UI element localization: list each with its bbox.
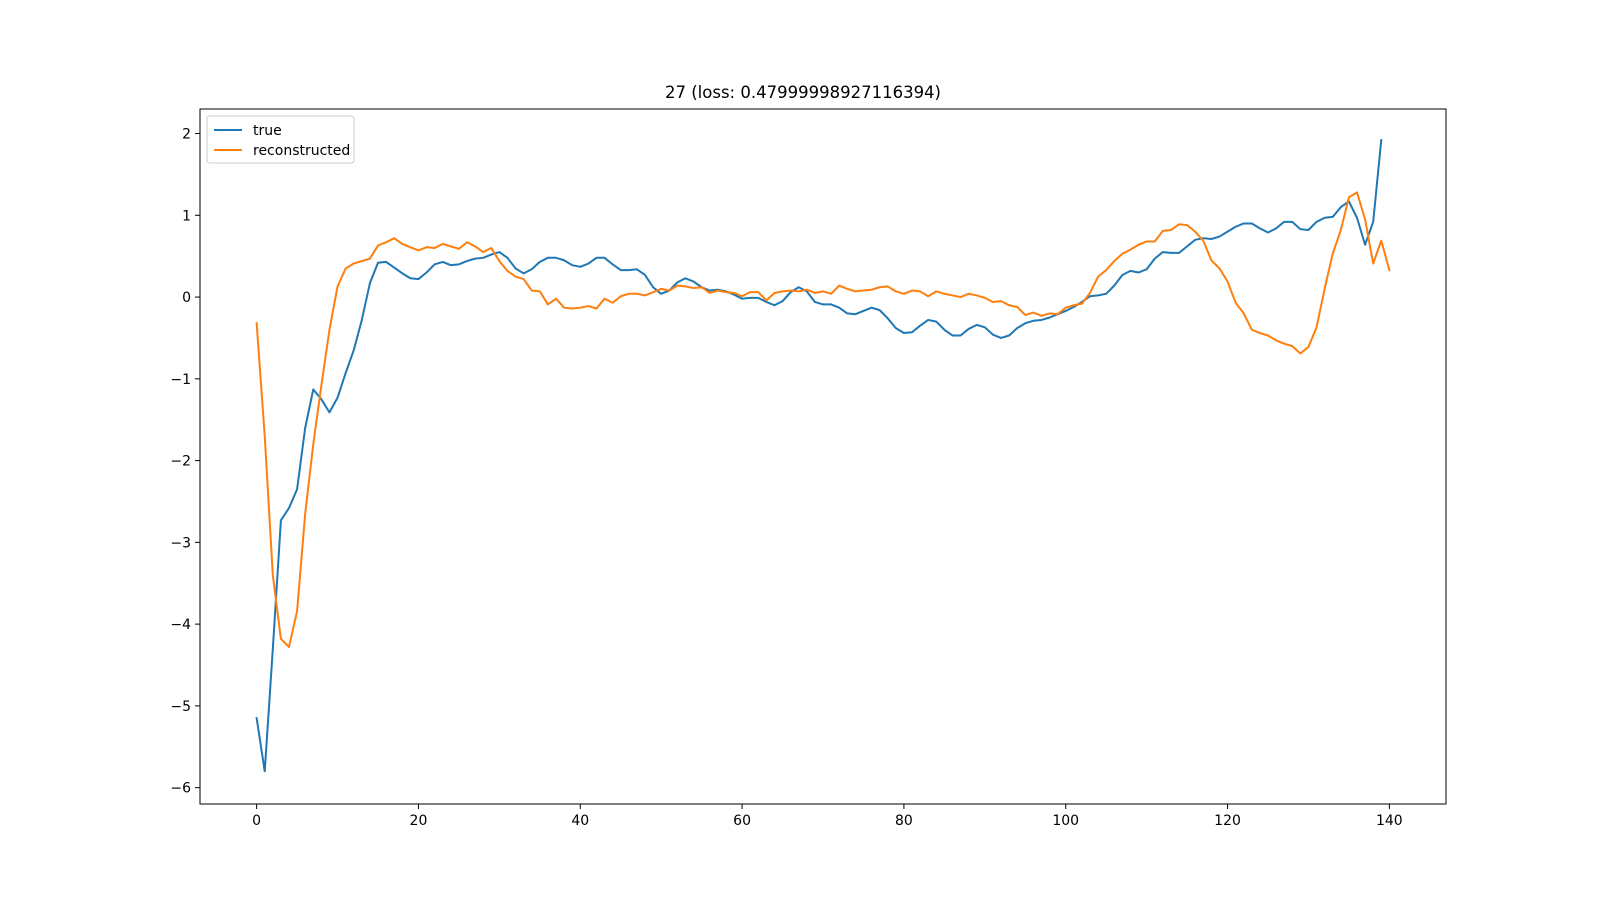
chart-title: 27 (loss: 0.47999998927116394) (665, 83, 941, 102)
x-tick-label: 0 (252, 813, 261, 829)
x-tick-label: 120 (1214, 813, 1241, 829)
y-tick-label: −1 (170, 372, 191, 388)
axes-frame (199, 108, 1447, 805)
x-tick-label: 140 (1376, 813, 1403, 829)
plot-area (199, 108, 1447, 805)
x-tick-label: 20 (410, 813, 428, 829)
legend-box (206, 115, 355, 164)
y-tick-label: 2 (182, 127, 191, 143)
x-tick-label: 100 (1052, 813, 1079, 829)
y-tick-label: −2 (170, 454, 191, 470)
x-tick-label: 40 (571, 813, 589, 829)
legend-label-reconstructed: reconstructed (253, 143, 350, 159)
y-tick-label: −4 (170, 617, 191, 633)
series-line-reconstructed (255, 191, 1391, 649)
y-tick-label: 1 (182, 208, 191, 224)
x-axis: 0 20 40 60 80 100 120 140 (252, 804, 1403, 829)
y-axis: −6 −5 −4 −3 −2 −1 0 1 2 (170, 127, 200, 797)
y-tick-label: −3 (170, 535, 191, 551)
series-line-true (255, 138, 1383, 773)
y-tick-label: −5 (170, 699, 191, 715)
y-tick-label: 0 (182, 290, 191, 306)
legend-label-true: true (253, 123, 282, 139)
x-tick-label: 60 (733, 813, 751, 829)
legend: true reconstructed (206, 115, 355, 164)
y-tick-label: −6 (170, 781, 191, 797)
x-tick-label: 80 (895, 813, 913, 829)
